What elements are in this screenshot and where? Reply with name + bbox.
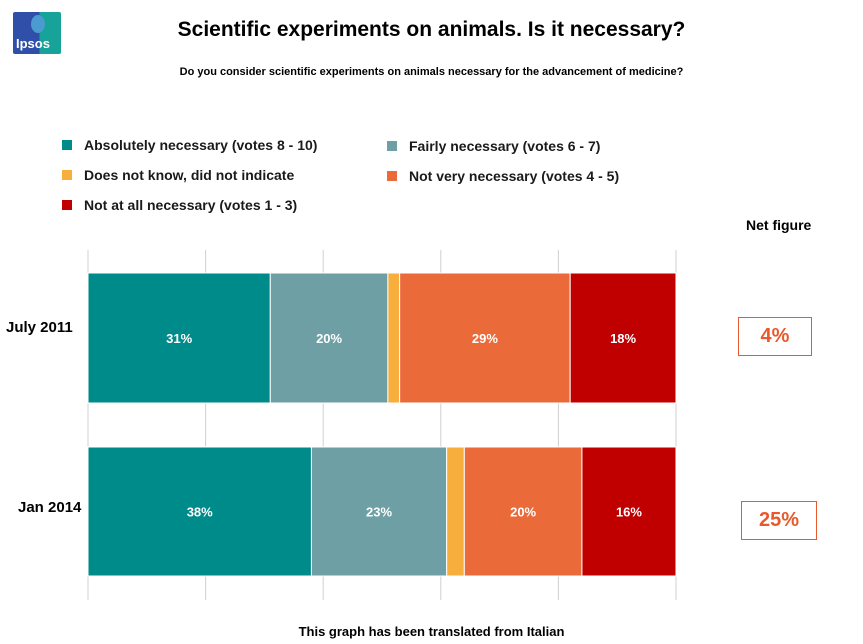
net-figure-jan-2014: 25% (741, 501, 817, 540)
bar-segment (269, 272, 389, 404)
net-figure-label: Net figure (746, 217, 812, 233)
data-label: 29% (472, 331, 498, 346)
legend-swatch (62, 170, 72, 180)
legend-swatch (387, 171, 397, 181)
legend-item-not-very: Not very necessary (votes 4 - 5) (387, 168, 619, 184)
legend-item-fairly: Fairly necessary (votes 6 - 7) (387, 138, 600, 154)
bar-segment (87, 446, 312, 577)
category-label-july-2011: July 2011 (6, 319, 73, 336)
legend-item-absolutely: Absolutely necessary (votes 8 - 10) (62, 137, 317, 153)
bar-segment (387, 272, 401, 404)
data-label: 38% (187, 505, 213, 520)
data-label: 23% (366, 505, 392, 520)
ipsos-logo: Ipsos (13, 12, 61, 54)
legend-item-not-at-all: Not at all necessary (votes 1 - 3) (62, 197, 297, 213)
bar-segment (310, 446, 448, 577)
data-label: 31% (166, 331, 192, 346)
legend-item-dk: Does not know, did not indicate (62, 167, 294, 183)
data-label: 16% (616, 505, 642, 520)
category-label-jan-2014: Jan 2014 (18, 499, 82, 516)
chart-title: Scientific experiments on animals. Is it… (177, 18, 686, 41)
bar-segment (87, 272, 271, 404)
net-figure-july-2011: 4% (738, 317, 812, 356)
bar-segment (581, 446, 677, 577)
bar-segment (399, 272, 571, 404)
bar-segment (446, 446, 465, 577)
bar-segment (569, 272, 677, 404)
data-label: 20% (316, 331, 342, 346)
chart-subtitle: Do you consider scientific experiments o… (179, 66, 684, 78)
data-label: 18% (610, 331, 636, 346)
footer-note: This graph has been translated from Ital… (298, 624, 565, 639)
data-label: 20% (510, 505, 536, 520)
bar-segment (463, 446, 583, 577)
legend-swatch (62, 140, 72, 150)
legend-swatch (62, 200, 72, 210)
legend-swatch (387, 141, 397, 151)
